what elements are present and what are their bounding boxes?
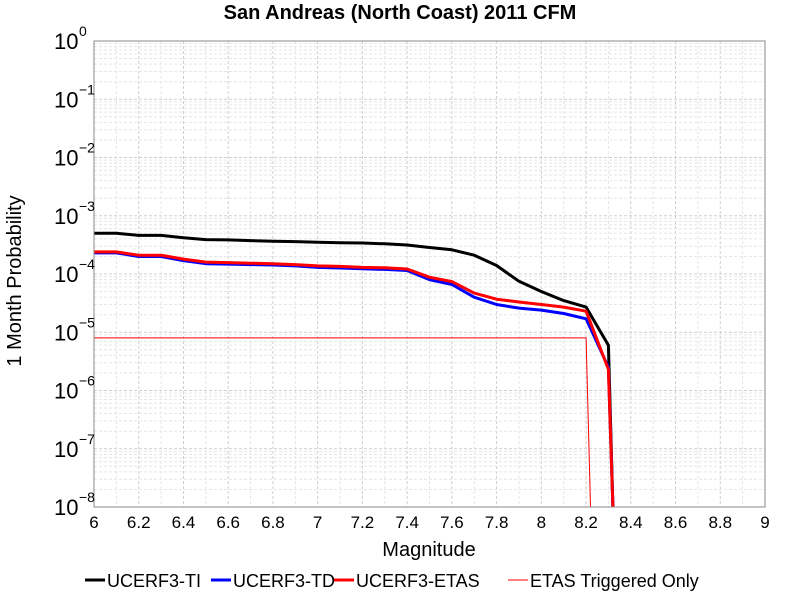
y-tick-label: 10 [54, 87, 78, 112]
y-tick-exponent: −1 [79, 81, 95, 97]
x-tick-label: 8.8 [708, 513, 732, 532]
x-tick-label: 7.4 [395, 513, 419, 532]
y-tick-label: 10 [54, 262, 78, 287]
y-tick-label: 10 [54, 29, 78, 54]
series-line-4 [94, 337, 591, 508]
x-tick-label: 6 [89, 513, 98, 532]
y-tick-exponent: −8 [79, 489, 95, 505]
y-tick-label: 10 [54, 320, 78, 345]
x-tick-label: 7 [313, 513, 322, 532]
x-tick-label: 8.6 [664, 513, 688, 532]
y-tick-exponent: −3 [79, 198, 95, 214]
x-tick-label: 8.4 [619, 513, 643, 532]
series-layer [94, 231, 615, 508]
series-line-2 [94, 251, 615, 508]
y-tick-exponent: −4 [79, 256, 95, 272]
y-tick-exponent: −2 [79, 140, 95, 156]
x-tick-label: 7.8 [485, 513, 509, 532]
chart-title: San Andreas (North Coast) 2011 CFM [224, 2, 577, 24]
y-axis-label: 1 Month Probability [4, 195, 26, 366]
x-tick-label: 6.8 [261, 513, 285, 532]
grid-layer [93, 41, 766, 508]
x-tick-label: 6.2 [127, 513, 151, 532]
y-tick-label: 10 [54, 437, 78, 462]
tick-layer: 6 6.2 6.4 6.6 6.8 7 7.2 7.4 7.6 7.8 8 8.2 8.4 8.6 8.8 9… [54, 23, 770, 532]
y-tick-label: 10 [54, 379, 78, 404]
x-tick-label: 7.2 [351, 513, 375, 532]
y-tick-exponent: −7 [79, 431, 95, 447]
y-tick-exponent: −6 [79, 373, 95, 389]
y-tick-label: 10 [54, 146, 78, 171]
y-tick-label: 10 [54, 204, 78, 229]
x-tick-label: 7.6 [440, 513, 464, 532]
x-tick-label: 6.4 [172, 513, 196, 532]
legend: UCERF3-TI UCERF3-TD UCERF3-ETAS ETAS Trigge… [85, 571, 699, 591]
legend-label-4: ETAS Triggered Only [530, 571, 699, 591]
x-axis-label: Magnitude [382, 539, 475, 561]
y-tick-label: 10 [54, 495, 78, 520]
plot-frame [93, 40, 766, 508]
x-tick-label: 8 [537, 513, 546, 532]
y-tick-exponent: −5 [79, 314, 95, 330]
x-tick-label: 9 [760, 513, 769, 532]
legend-label-1: UCERF3-TI [107, 571, 201, 591]
x-tick-label: 6.6 [216, 513, 240, 532]
y-tick-exponent: 0 [79, 23, 87, 39]
legend-label-3: UCERF3-ETAS [356, 571, 480, 591]
legend-label-2: UCERF3-TD [233, 571, 335, 591]
series-line-3 [94, 250, 615, 508]
series-line-1 [94, 231, 615, 508]
x-tick-label: 8.2 [574, 513, 598, 532]
